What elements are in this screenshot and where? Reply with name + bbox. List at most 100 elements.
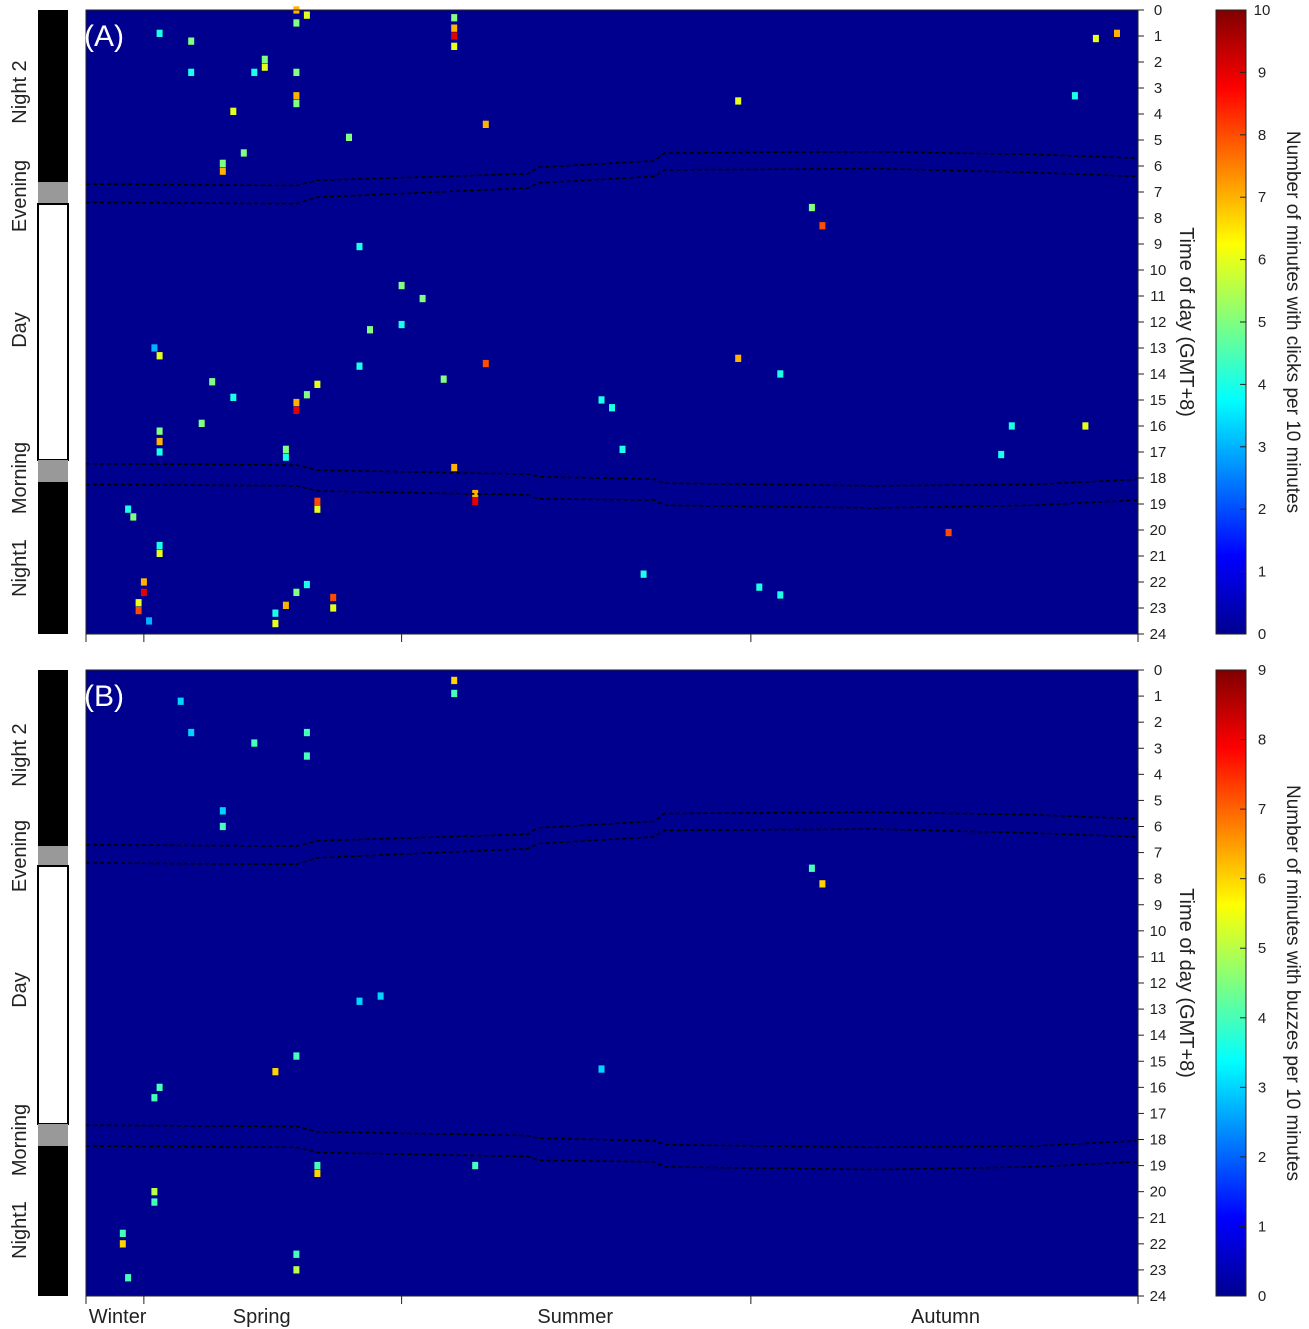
heatmap-cell <box>945 528 952 537</box>
heatmap-cell <box>451 676 458 685</box>
heatmap-cell <box>451 32 458 40</box>
period-evening-block-b <box>38 846 68 866</box>
heatmap-cell <box>303 752 310 760</box>
y-tick-label: 4 <box>1154 766 1162 783</box>
heatmap-cell <box>188 728 195 737</box>
heatmap-cell <box>598 1065 605 1073</box>
heatmap-cell <box>156 352 163 360</box>
colorbar-tick-label: 0 <box>1258 626 1266 643</box>
heatmap-cell <box>293 1266 300 1274</box>
heatmap-cell <box>251 68 258 76</box>
heatmap-cell <box>135 599 142 607</box>
heatmap-cell <box>293 68 300 76</box>
heatmap-cell <box>272 1068 279 1076</box>
heatmap-cell <box>156 29 163 37</box>
heatmap-cell <box>314 1169 321 1177</box>
twilight-line <box>85 1124 1139 1149</box>
heatmap-background-b <box>86 670 1138 1296</box>
y-tick-label: 7 <box>1154 184 1162 201</box>
heatmap-cell <box>293 398 300 407</box>
heatmap-cell <box>356 242 363 251</box>
heatmap-cell <box>135 606 142 615</box>
y-tick-label: 2 <box>1154 714 1162 731</box>
twilight-line <box>85 1145 1139 1171</box>
heatmap-cell <box>293 99 300 108</box>
twilight-lines-a <box>85 150 1139 509</box>
y-tick-label: 21 <box>1150 1210 1167 1227</box>
period-bar-a: Night 2 Evening Day Morning Night1 <box>9 10 69 634</box>
heatmap-cell <box>156 1083 163 1091</box>
period-night1-block-a <box>38 482 68 634</box>
colorbar-tick-label: 4 <box>1258 376 1266 393</box>
y-tick-label: 7 <box>1154 845 1162 862</box>
heatmap-cell <box>619 445 626 453</box>
heatmap-cell <box>314 505 321 513</box>
heatmap-cell <box>125 505 132 513</box>
heatmap-cell <box>377 992 384 1000</box>
y-tick-label: 22 <box>1150 1236 1167 1253</box>
heatmap-cell <box>482 359 489 368</box>
x-axis-b <box>85 1296 1139 1304</box>
twilight-line <box>85 483 1139 509</box>
colorbar-tick-label: 6 <box>1258 871 1266 888</box>
colorbar-tick-label: 5 <box>1258 314 1266 331</box>
panel-label-a: (A) <box>84 20 124 53</box>
heatmap-cell <box>219 807 226 815</box>
heatmap-cell <box>1082 422 1089 430</box>
heatmap-cell <box>640 570 647 578</box>
period-label-evening-b: Evening <box>9 820 31 892</box>
heatmap-cell <box>1071 92 1078 100</box>
colorbar-tick-label: 4 <box>1258 1010 1266 1027</box>
heatmap-cell <box>314 497 321 505</box>
y-tick-label: 10 <box>1150 262 1167 279</box>
heatmap-cell <box>151 1198 158 1206</box>
colorbar-tick-label: 7 <box>1258 801 1266 818</box>
y-tick-label: 13 <box>1150 1001 1167 1018</box>
colorbar-tick-label: 3 <box>1258 1079 1266 1096</box>
heatmap-cell <box>293 406 300 414</box>
heatmap-cell <box>819 222 826 230</box>
colorbar-tick-label: 1 <box>1258 564 1266 581</box>
heatmap-cell <box>146 617 153 625</box>
heatmap-cell <box>808 864 815 872</box>
heatmap-cell <box>140 578 147 586</box>
heatmap-cell <box>598 396 605 404</box>
season-label: Spring <box>233 1306 291 1328</box>
twilight-line <box>85 828 1139 866</box>
colorbar-tick-label: 1 <box>1258 1218 1266 1235</box>
period-label-day-a: Day <box>9 312 31 348</box>
heatmap-cell <box>188 37 195 45</box>
y-tick-label: 3 <box>1154 740 1162 757</box>
heatmap-cell <box>756 583 763 591</box>
heatmap-cell <box>451 463 458 472</box>
y-tick-label: 14 <box>1150 366 1167 383</box>
period-morning-block-b <box>38 1124 68 1146</box>
heatmap-cell <box>293 588 300 596</box>
twilight-line <box>85 150 1139 187</box>
y-tick-label: 23 <box>1150 1262 1167 1279</box>
period-evening-block-a <box>38 182 68 204</box>
y-tick-label: 16 <box>1150 1079 1167 1096</box>
heatmap-cell <box>230 393 237 401</box>
y-tick-label: 9 <box>1154 236 1162 253</box>
panel-label-b: (B) <box>84 680 124 713</box>
colorbar-tick-label: 9 <box>1258 662 1266 679</box>
period-night2-block-b <box>38 670 68 846</box>
panel-a: Night 2 Evening Day Morning Night1 01234… <box>9 2 1303 643</box>
y-tick-label: 12 <box>1150 975 1167 992</box>
heatmap-cell <box>125 1274 132 1282</box>
heatmap-cell <box>156 437 163 446</box>
y-tick-label: 16 <box>1150 418 1167 435</box>
colorbar-tick-label: 8 <box>1258 127 1266 144</box>
y-tick-label: 21 <box>1150 548 1167 565</box>
heatmap-cell <box>188 68 195 76</box>
heatmap-cell <box>119 1240 126 1248</box>
heatmap-cell <box>140 588 147 596</box>
colorbar-ticks-b: 0 1 2 3 4 5 6 7 8 9 <box>1240 662 1266 1305</box>
heatmap-cell <box>282 453 289 461</box>
heatmap-cell <box>156 427 163 435</box>
y-tick-label: 3 <box>1154 80 1162 97</box>
heatmap-cell <box>998 450 1005 459</box>
